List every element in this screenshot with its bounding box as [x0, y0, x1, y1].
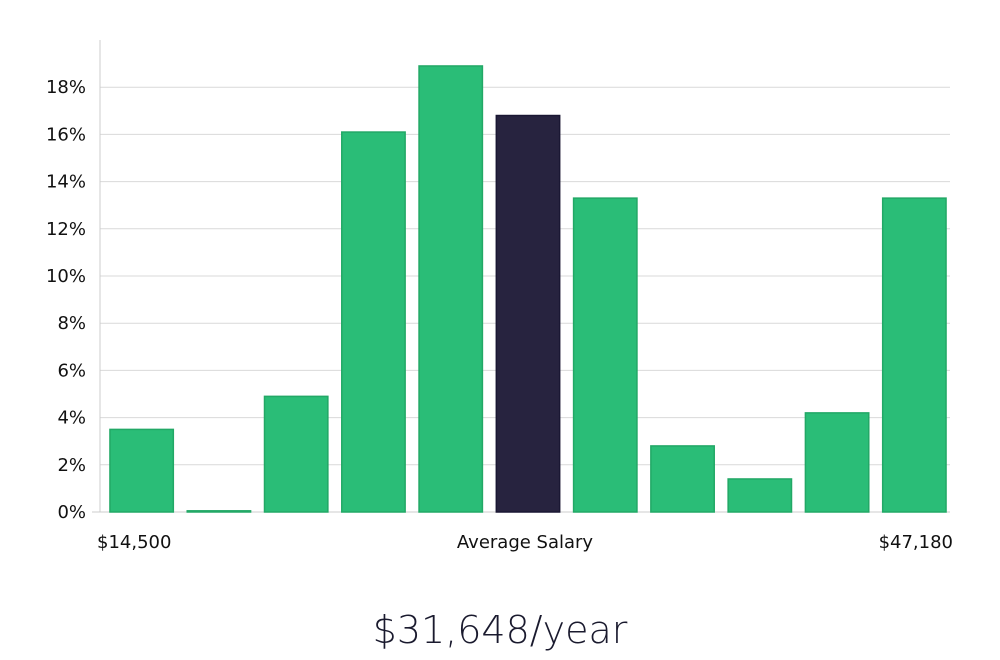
x-axis-title: Average Salary — [457, 532, 594, 553]
bar — [109, 428, 175, 513]
bar — [341, 131, 406, 513]
bar — [572, 197, 638, 513]
x-max-label: $47,180 — [879, 532, 953, 553]
y-tick-label: 2% — [57, 455, 86, 476]
bar — [804, 412, 870, 513]
bar — [881, 197, 947, 513]
bar — [727, 478, 793, 513]
bar-average-salary — [495, 114, 561, 513]
average-salary-value: $31,648/year — [372, 608, 628, 652]
bar — [650, 445, 715, 513]
y-tick-label: 18% — [46, 77, 86, 98]
bar — [418, 65, 484, 513]
y-tick-label: 14% — [46, 172, 86, 193]
y-tick-label: 12% — [46, 219, 86, 240]
bar — [263, 395, 329, 513]
bar — [186, 510, 252, 513]
y-tick-labels: 0% 2% 4% 6% 8% 10% 12% 14% 16% 18% — [46, 77, 86, 523]
y-tick-label: 10% — [46, 266, 86, 287]
y-tick-label: 16% — [46, 124, 86, 145]
bars — [109, 65, 947, 513]
y-tick-label: 8% — [57, 313, 86, 334]
y-tick-label: 0% — [57, 502, 86, 523]
y-tick-label: 6% — [57, 360, 86, 381]
y-tick-label: 4% — [57, 408, 86, 429]
x-min-label: $14,500 — [97, 532, 171, 553]
